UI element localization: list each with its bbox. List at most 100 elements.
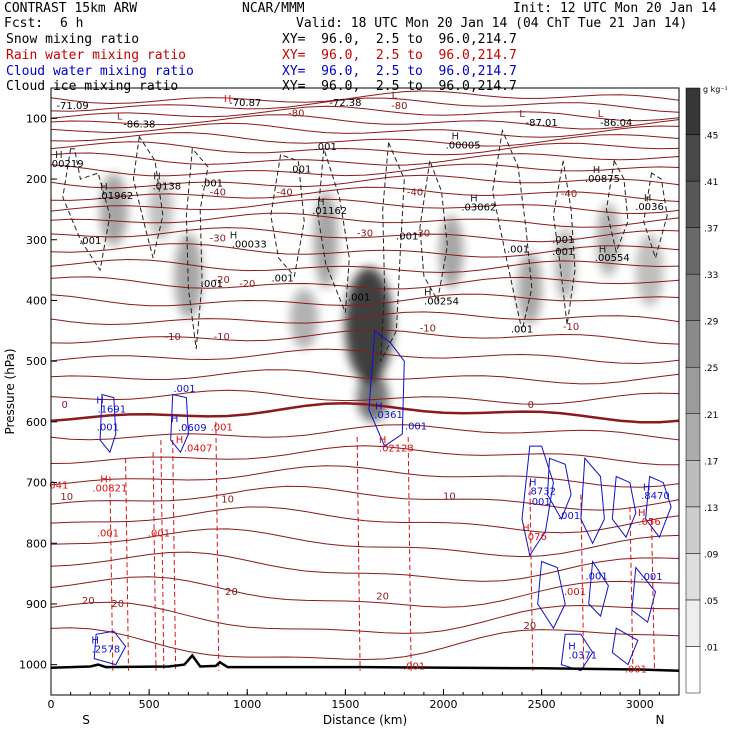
cloud-water-contour [588,560,609,618]
high-marker: H [529,478,537,489]
contour-labels: -80 -80 -40 -40 -40 -40 -30 -30 -30 -20 -20 -10 -10 -… [49,90,669,675]
isotherm-line [51,227,679,243]
isotherm-line [51,152,679,166]
organization-label: NCAR/MMM [242,1,305,16]
low-marker: L [392,90,398,101]
rain-contour-label: .001 [403,661,425,672]
cloud-water-contour [170,393,189,454]
snow-contour-label: 00219 [52,159,84,170]
snow-shade-cell [99,172,128,246]
snow-contours [62,128,668,362]
rain-contour [160,440,165,671]
isotherm-line [51,465,679,488]
rain-contour-label: .0407 [184,444,213,455]
cloud-water-contour [611,475,637,539]
y-tick-label: 500 [26,355,47,368]
colorbar-segment [685,366,701,415]
isotherm-line [51,186,679,202]
cloud-water-label: .1691 [98,405,127,416]
colorbar-label: .21 [704,411,718,421]
rain-contour-label: .001 [148,529,170,540]
field-xy-cloud-water: XY= 96.0, 2.5 to 96.0,214.7 [282,64,517,79]
high-marker: H [224,94,232,105]
rain-contour-label: .001 [625,665,647,676]
colorbar-segment [685,134,701,182]
field-xy-rain: XY= 96.0, 2.5 to 96.0,214.7 [282,48,517,63]
snow-contour [62,148,111,272]
cloud-water-contour [99,393,117,454]
field-name-rain: Rain water mixing ratio [6,48,187,63]
x-tick-label: 3000 [626,698,654,711]
colorbar-label: .05 [704,597,718,607]
snow-contour-label: .00005 [446,141,481,152]
rain-contour [580,494,585,671]
snow-shade-cell [313,191,338,289]
snow-contour-label: -87.01 [526,118,558,129]
high-marker: H [470,193,478,204]
isotherm-label: 20 [376,592,389,603]
forecast-hour: 6 h [60,16,84,31]
isotherm-line [51,212,679,228]
isotherm-line [51,90,679,105]
snow-shade-cell [555,227,576,301]
y-tick-label: 700 [26,477,47,490]
snow-contour-label: .0138 [152,181,181,192]
rain-contour [109,476,114,671]
isotherm-line [51,576,679,608]
isotherm-line [51,258,679,274]
snow-contour-label: -72.38 [329,98,361,109]
isotherm-line [51,424,679,441]
colorbar-unit: g kg⁻¹ [703,85,728,94]
cloud-water-label: .001 [558,511,580,522]
isotherm-label: 10 [221,495,234,506]
isotherm-line [51,122,679,138]
y-tick-label: 300 [26,234,47,247]
snow-contour [643,172,668,260]
isotherm-label: -20 [239,279,255,290]
cloud-water-contour [537,560,566,630]
field-xy-snow: XY= 96.0, 2.5 to 96.0,214.7 [282,32,517,47]
colorbar-label: .37 [704,225,718,235]
snow-contour [380,142,405,362]
isotherm-line [51,311,679,326]
isotherm-line [51,627,679,661]
cloud-water-label: .001 [97,422,119,433]
snow-contour-label: .001 [552,247,574,258]
colorbar-label: .29 [704,318,719,328]
snow-contour-label: .001 [511,325,533,336]
isotherm-line [51,132,679,147]
high-marker: H [593,165,601,176]
init-time: Init: 12 UTC Mon 20 Jan 14 [513,1,717,16]
snow-contour-label: .001 [552,235,574,246]
isotherm-line [51,198,679,215]
snow-contour-label: .03062 [461,203,496,214]
isotherm-line [51,445,679,466]
south-endpoint-label: S [82,713,90,727]
isotherm-label: -80 [391,101,407,112]
colorbar-segment [685,273,701,321]
cloud-water-contour [631,566,657,624]
snow-contour [317,148,350,313]
isotherm-line [51,105,679,122]
isotherm-line [51,389,679,405]
isotherm-label: -10 [563,322,579,333]
colorbar-segment [685,646,701,694]
cloud-water-contour [611,627,639,666]
rain-contour-label: .001 [211,422,233,433]
rain-contour [215,421,220,671]
colorbar-label: .13 [704,504,718,514]
isotherm-line [51,97,679,113]
snow-contour-label: .001 [201,178,223,189]
colorbar-segment [685,599,701,647]
cloud-water-label: .001 [173,384,195,395]
rain-contour-label: .001 [97,529,119,540]
rain-contour [407,437,412,671]
cloud-water-label: .2578 [92,644,121,655]
low-marker: L [519,109,525,120]
isotherm-line [51,506,679,534]
field-name-cloud-ice: Cloud ice mixing ratio [6,79,179,94]
colorbar-label: .09 [704,550,719,560]
rain-contour-label: .076 [525,532,547,543]
high-marker: H [153,172,161,183]
isotherm-label: 0 [528,400,534,411]
